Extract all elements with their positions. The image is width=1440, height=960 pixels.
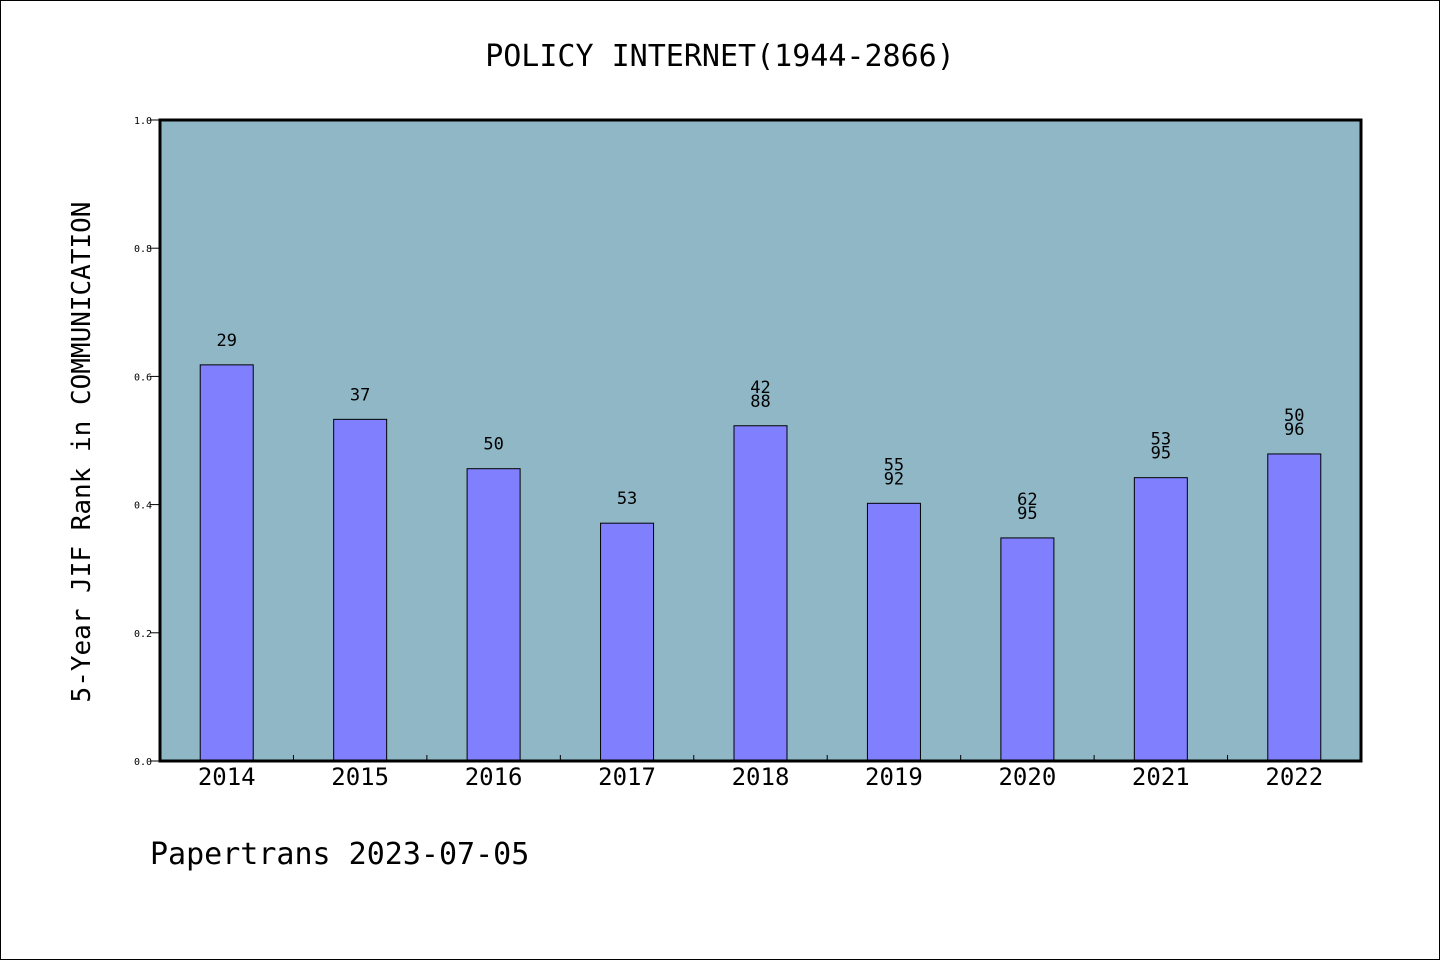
x-tick-label-2019: 2019 bbox=[865, 763, 923, 791]
bar-label-2016-1: 50 bbox=[483, 435, 503, 455]
bar-label-2019-2: 92 bbox=[884, 469, 904, 489]
y-tick-label-0.8: 0.8 bbox=[134, 244, 152, 255]
y-axis-label: 5-Year JIF Rank in COMMUNICATION bbox=[67, 202, 97, 703]
x-tick-label-2020: 2020 bbox=[998, 763, 1056, 791]
y-tick-label-0.4: 0.4 bbox=[134, 501, 152, 512]
x-tick-label-2021: 2021 bbox=[1132, 763, 1190, 791]
y-tick-label-0.6: 0.6 bbox=[134, 372, 152, 383]
bar-2015 bbox=[333, 418, 388, 762]
bar-2020 bbox=[1000, 537, 1055, 762]
footer-text: Papertrans 2023-07-05 bbox=[150, 837, 529, 872]
x-tick-label-2018: 2018 bbox=[732, 763, 790, 791]
bar-label-2018-2: 88 bbox=[750, 392, 770, 412]
bar-label-2022-1: 50 bbox=[1284, 406, 1304, 426]
y-axis: 0.0 0.2 0.4 0.6 0.8 1.0 bbox=[134, 116, 160, 768]
x-tick-label-2015: 2015 bbox=[331, 763, 389, 791]
bar-label-2020-1: 62 bbox=[1017, 490, 1037, 510]
bar-2016 bbox=[466, 468, 521, 762]
y-tick-label-0.2: 0.2 bbox=[134, 629, 152, 640]
bar-label-2015-1: 37 bbox=[350, 385, 370, 405]
bar-label-2021-1: 53 bbox=[1151, 430, 1171, 450]
bar-2022 bbox=[1267, 453, 1322, 762]
plot-border bbox=[158, 118, 1363, 763]
x-tick-label-2022: 2022 bbox=[1265, 763, 1323, 791]
x-tick-label-2017: 2017 bbox=[598, 763, 656, 791]
bar-label-2022-2: 96 bbox=[1284, 420, 1304, 440]
chart-title: POLICY INTERNET(1944-2866) bbox=[485, 39, 955, 74]
bar-label-2020-2: 95 bbox=[1017, 504, 1037, 524]
y-tick-label-0.0: 0.0 bbox=[134, 757, 152, 768]
bar-label-2017-1: 53 bbox=[617, 489, 637, 509]
bar-label-2019-1: 55 bbox=[884, 455, 904, 475]
bar-2019 bbox=[866, 502, 921, 762]
bar-2018 bbox=[733, 425, 788, 762]
bar-2017 bbox=[600, 522, 655, 762]
bar-label-2021-2: 95 bbox=[1151, 444, 1171, 464]
x-tick-label-2016: 2016 bbox=[465, 763, 523, 791]
x-axis: 2014 2015 2016 2017 2018 2019 2020 2021 2022 bbox=[198, 755, 1323, 791]
y-tick-label-1.0: 1.0 bbox=[134, 116, 152, 127]
bar-label-2018-1: 42 bbox=[750, 378, 770, 398]
bar-2014 bbox=[199, 364, 254, 762]
bar-2021 bbox=[1133, 477, 1188, 762]
bar-label-2014-1: 29 bbox=[216, 331, 236, 351]
x-tick-label-2014: 2014 bbox=[198, 763, 256, 791]
